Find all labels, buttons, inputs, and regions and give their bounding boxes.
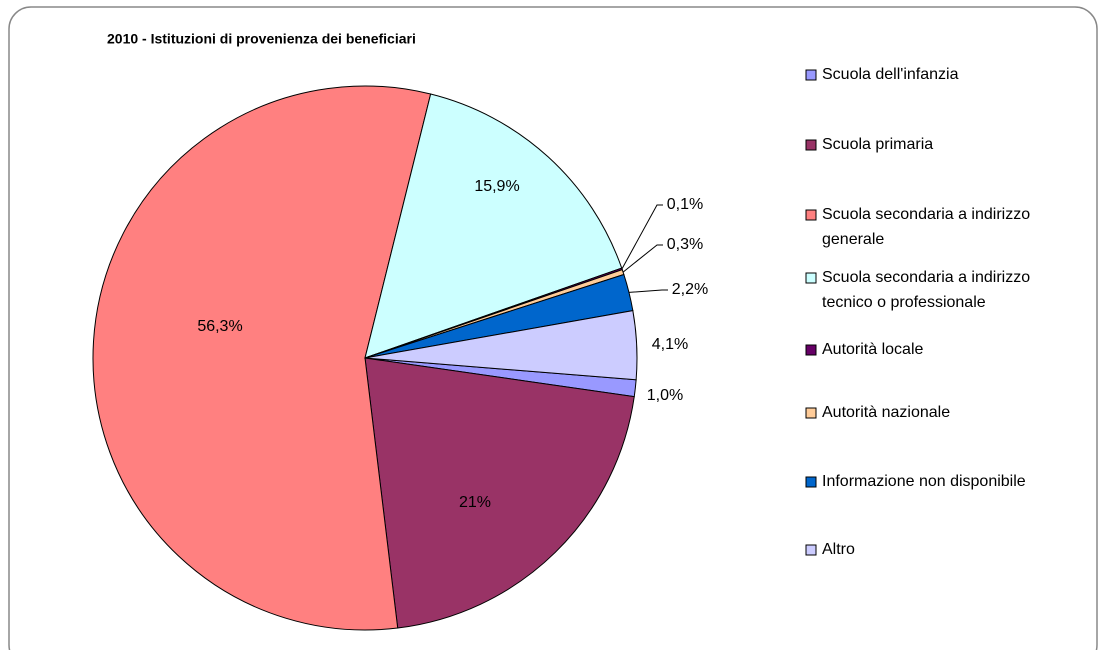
leader-line	[628, 289, 668, 293]
legend-swatch	[805, 344, 817, 356]
data-label: 21%	[459, 494, 491, 511]
data-label: 56,3%	[197, 318, 242, 335]
legend-swatch	[805, 139, 817, 151]
legend-label: Scuola secondaria a indirizzo generale	[822, 206, 1030, 248]
legend-swatch	[805, 209, 817, 221]
data-label: 0,1%	[667, 196, 703, 213]
leader-line	[622, 244, 663, 273]
data-label: 2,2%	[672, 281, 708, 298]
legend-swatch	[805, 544, 817, 556]
legend-swatch	[805, 69, 817, 81]
pie-slice	[364, 310, 638, 381]
data-label: 1,0%	[647, 387, 683, 404]
legend-swatch	[805, 407, 817, 419]
pie-slice	[364, 93, 623, 359]
chart-title: 2010 - Istituzioni di provenienza dei be…	[107, 31, 416, 47]
legend-label: Scuola secondaria a indirizzo tecnico o p…	[822, 269, 1030, 311]
legend-label: Autorità nazionale	[822, 404, 950, 421]
legend-label: Scuola primaria	[822, 136, 933, 153]
legend-label: Autorità locale	[822, 341, 923, 358]
leader-line	[621, 204, 663, 270]
pie-slice	[92, 85, 432, 631]
legend-label: Informazione non disponibile	[822, 473, 1026, 490]
legend-swatch	[805, 476, 817, 488]
data-label: 0,3%	[667, 236, 703, 253]
data-label: 15,9%	[474, 178, 519, 195]
legend-label: Altro	[822, 541, 855, 558]
legend-label: Scuola dell'infanzia	[822, 66, 959, 83]
legend-swatch	[805, 272, 817, 284]
data-label: 4,1%	[652, 336, 688, 353]
pie-slice	[364, 357, 635, 629]
